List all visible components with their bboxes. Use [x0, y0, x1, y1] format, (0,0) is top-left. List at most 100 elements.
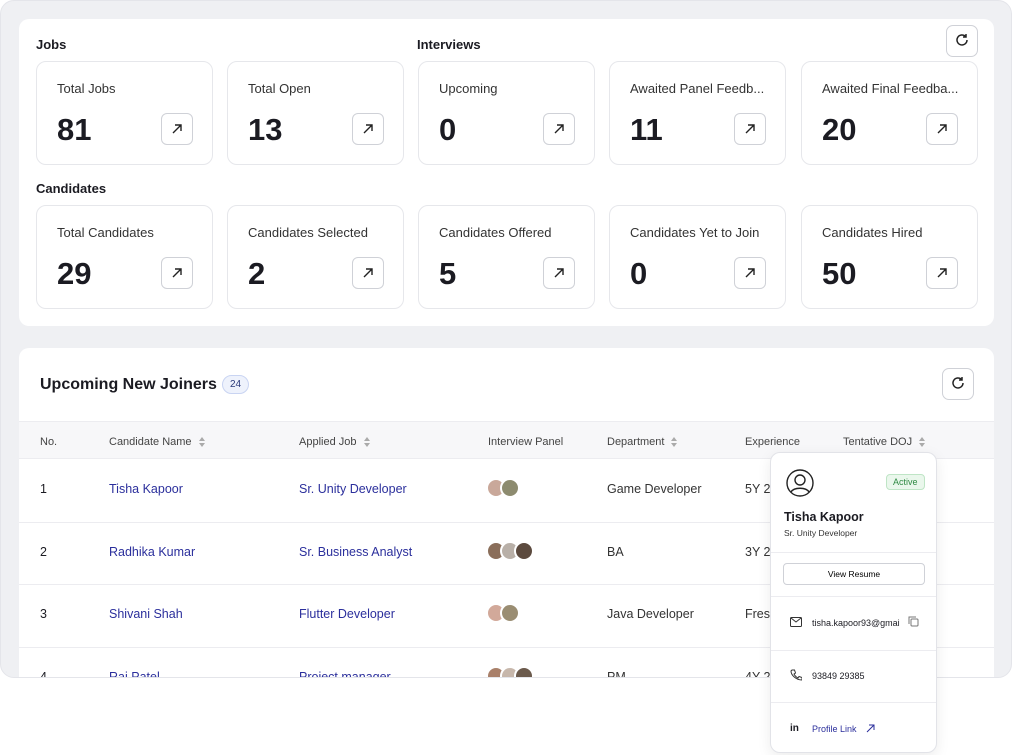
applied-job[interactable]: Sr. Business Analyst [299, 544, 413, 559]
stat-card: Awaited Panel Feedb... 11 [609, 61, 786, 165]
card-label: Total Open [248, 81, 311, 96]
open-button[interactable] [926, 113, 958, 145]
row-number: 1 [40, 482, 47, 496]
applied-job[interactable]: Flutter Developer [299, 607, 395, 621]
copy-icon[interactable] [908, 616, 919, 627]
panel-avatar [500, 478, 520, 498]
link-row: in Profile Link [771, 702, 936, 752]
card-label: Candidates Offered [439, 225, 552, 240]
card-label: Candidates Yet to Join [630, 225, 760, 240]
popup-name: Tisha Kapoor [784, 510, 864, 524]
card-label: Candidates Selected [248, 225, 368, 240]
candidate-name[interactable]: Tisha Kapoor [109, 482, 183, 496]
profile-link[interactable]: Profile Link [812, 724, 857, 734]
department: Game Developer [607, 482, 702, 496]
open-button[interactable] [543, 113, 575, 145]
refresh-button[interactable] [942, 368, 974, 400]
stats-panel: Jobs Interviews Candidates Total Jobs 81 T… [19, 19, 994, 326]
count-badge: 24 [222, 375, 250, 394]
department: PM [607, 669, 626, 678]
stat-card: Candidates Offered 5 [418, 205, 595, 309]
column-header: Tentative DOJ [843, 436, 913, 448]
stat-card: Total Candidates 29 [36, 205, 213, 309]
stat-card: Candidates Yet to Join 0 [609, 205, 786, 309]
candidate-popup: Active Tisha Kapoor Sr. Unity Developer … [770, 452, 937, 753]
group-label: Interviews [417, 37, 481, 52]
card-label: Upcoming [439, 81, 498, 96]
card-label: Total Jobs [57, 81, 116, 96]
group-label: Jobs [36, 37, 67, 52]
column-header: No. [40, 436, 58, 448]
open-button[interactable] [734, 257, 766, 289]
view-resume-button[interactable]: View Resume [783, 563, 925, 585]
table-title: Upcoming New Joiners [40, 376, 217, 393]
open-button[interactable] [161, 257, 193, 289]
card-value: 0 [439, 112, 457, 147]
experience: Fresh [745, 607, 777, 621]
stat-card: Total Jobs 81 [36, 61, 213, 165]
card-value: 5 [439, 256, 457, 291]
sort-icon[interactable] [670, 435, 678, 453]
card-label: Awaited Panel Feedb... [630, 81, 765, 96]
popup-role: Sr. Unity Developer [784, 528, 858, 538]
card-label: Awaited Final Feedba... [822, 81, 959, 96]
card-label: Total Candidates [57, 225, 154, 240]
column-header: Candidate Name [109, 436, 192, 448]
phone-row: 93849 29385 [771, 650, 936, 702]
applied-job[interactable]: Project manager [299, 669, 391, 678]
phone: 93849 29385 [812, 671, 865, 681]
row-number: 2 [40, 544, 47, 559]
column-header: Department [607, 436, 665, 448]
column-header: Applied Job [299, 436, 357, 448]
applied-job[interactable]: Sr. Unity Developer [299, 482, 407, 496]
sort-icon[interactable] [363, 435, 371, 453]
card-value: 0 [630, 256, 648, 291]
department: BA [607, 544, 624, 559]
section: View Resume [771, 552, 936, 596]
card-value: 13 [248, 112, 283, 147]
open-button[interactable] [543, 257, 575, 289]
card-value: 81 [57, 112, 92, 147]
row-number: 4 [40, 669, 47, 678]
candidate-name[interactable]: Shivani Shah [109, 607, 183, 621]
open-button[interactable] [352, 113, 384, 145]
card-value: 2 [248, 256, 266, 291]
row-divider [19, 584, 994, 585]
status-badge: Active [886, 474, 925, 490]
panel-avatar [500, 603, 520, 623]
row-number: 3 [40, 607, 47, 621]
column-header: Interview Panel [488, 436, 564, 448]
stat-card: Candidates Hired 50 [801, 205, 978, 309]
candidate-name[interactable]: Raj Patel [109, 669, 160, 678]
panel-avatar [514, 540, 534, 561]
open-button[interactable] [352, 257, 384, 289]
stat-card: Total Open 13 [227, 61, 404, 165]
email-row: tisha.kapoor93@gmai [771, 596, 936, 650]
experience: 5Y 2 [745, 482, 771, 496]
candidate-name[interactable]: Radhika Kumar [109, 544, 196, 559]
sort-icon[interactable] [198, 435, 206, 453]
open-button[interactable] [734, 113, 766, 145]
card-value: 11 [630, 112, 663, 147]
panel-avatar [514, 665, 534, 677]
stat-card: Awaited Final Feedba... 20 [801, 61, 978, 165]
stat-card: Upcoming 0 [418, 61, 595, 165]
card-value: 50 [822, 256, 857, 291]
column-header: Experience [745, 436, 801, 448]
open-button[interactable] [926, 257, 958, 289]
stat-card: Candidates Selected 2 [227, 205, 404, 309]
card-value: 20 [822, 112, 857, 147]
department: Java Developer [607, 607, 694, 621]
email: tisha.kapoor93@gmai [812, 618, 900, 628]
card-value: 29 [57, 256, 92, 291]
group-label: Candidates [36, 181, 107, 196]
sort-icon[interactable] [918, 435, 926, 453]
experience: 3Y 2 [745, 544, 771, 559]
card-label: Candidates Hired [822, 225, 923, 240]
row-divider [19, 646, 994, 648]
open-button[interactable] [161, 113, 193, 145]
experience: 4Y 2 [745, 669, 771, 678]
refresh-button[interactable] [946, 25, 978, 57]
